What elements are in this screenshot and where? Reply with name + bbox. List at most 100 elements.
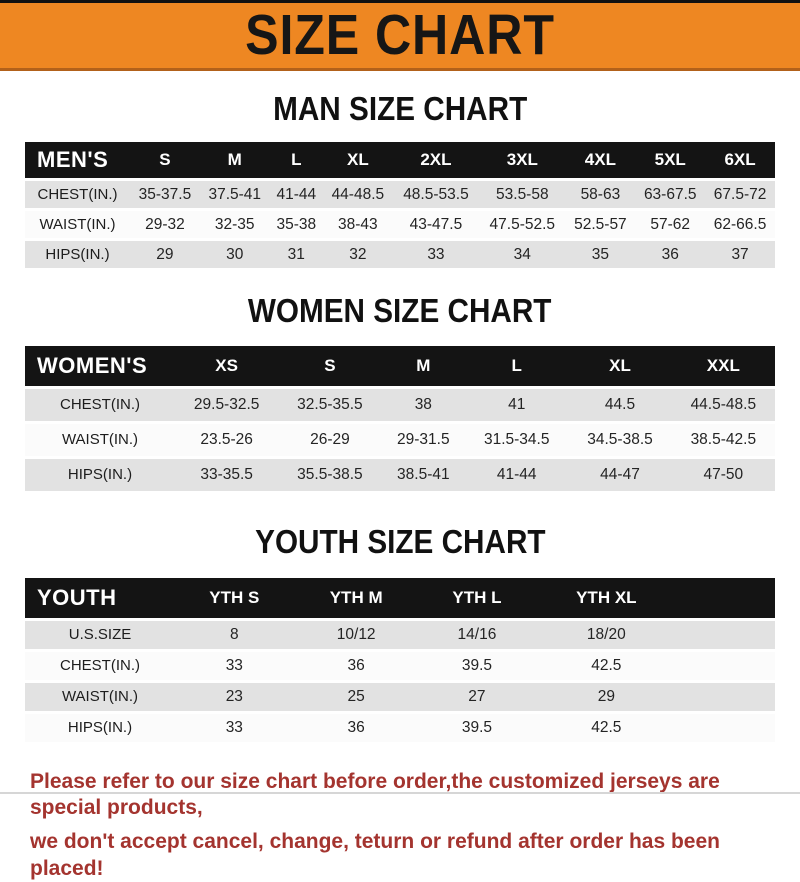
mens-cell-value: 36 <box>635 239 706 272</box>
womens-column-header: XXL <box>671 345 775 389</box>
womens-row-label: CHEST(IN.) <box>25 387 175 424</box>
mens-table-row: HIPS(IN.) 29 30 31 32 33 34 35 36 37 <box>25 239 775 272</box>
mens-cell-value: 38-43 <box>322 209 393 242</box>
youth-cell-value: 33 <box>175 712 294 745</box>
womens-cell-value: 29-31.5 <box>381 422 466 459</box>
youth-row-label: U.S.SIZE <box>25 619 175 652</box>
youth-cell-value: 25 <box>293 681 419 714</box>
mens-cell-value: 67.5-72 <box>705 179 775 212</box>
mens-column-header: S <box>130 142 200 182</box>
womens-row-label: HIPS(IN.) <box>25 457 175 494</box>
youth-column-header: YTH L <box>418 577 536 621</box>
youth-header-row: YOUTH YTH S YTH M YTH L YTH XL <box>25 577 775 621</box>
mens-column-header: 5XL <box>635 142 706 182</box>
mens-table-row: CHEST(IN.) 35-37.5 37.5-41 41-44 44-48.5 48.5… <box>25 179 775 212</box>
mens-cell-value: 32-35 <box>199 209 270 242</box>
womens-table-row: HIPS(IN.) 33-35.5 35.5-38.5 38.5-41 41-44 44-… <box>25 457 775 494</box>
youth-cell-value: 42.5 <box>535 650 678 683</box>
mens-cell-value: 52.5-57 <box>565 209 636 242</box>
womens-cell-value: 23.5-26 <box>175 422 279 459</box>
mens-cell-value: 47.5-52.5 <box>479 209 566 242</box>
mens-cell-value: 62-66.5 <box>705 209 775 242</box>
womens-cell-value: 38 <box>381 387 466 424</box>
womens-cell-value: 44-47 <box>568 457 672 494</box>
youth-cell-value: 8 <box>175 619 294 652</box>
mens-cell-value: 35 <box>565 239 636 272</box>
womens-column-header: L <box>465 345 569 389</box>
womens-cell-value: 35.5-38.5 <box>278 457 382 494</box>
womens-column-header: XL <box>568 345 672 389</box>
section-womens: WOMEN SIZE CHART WOMEN'S XS S M L XL XXL CHEST(I… <box>0 292 800 494</box>
mens-table-row: WAIST(IN.) 29-32 32-35 35-38 38-43 43-47.5 47.… <box>25 209 775 242</box>
mens-cell-value: 48.5-53.5 <box>392 179 480 212</box>
youth-cell-value: 36 <box>293 712 419 745</box>
mens-section-title: MAN SIZE CHART <box>0 90 800 127</box>
mens-column-header: L <box>269 142 323 182</box>
mens-cell-value: 33 <box>392 239 480 272</box>
youth-cell-spacer <box>677 712 775 745</box>
mens-cell-value: 43-47.5 <box>392 209 480 242</box>
youth-table-row: WAIST(IN.) 23 25 27 29 <box>25 681 775 714</box>
mens-cell-value: 35-37.5 <box>130 179 200 212</box>
youth-column-header: YTH M <box>293 577 419 621</box>
mens-cell-value: 30 <box>199 239 270 272</box>
mens-column-header: 6XL <box>705 142 775 182</box>
womens-cell-value: 38.5-41 <box>381 457 466 494</box>
mens-cell-value: 58-63 <box>565 179 636 212</box>
womens-column-header: XS <box>175 345 279 389</box>
youth-cell-value: 23 <box>175 681 294 714</box>
mens-cell-value: 34 <box>479 239 566 272</box>
page-title: SIZE CHART <box>245 3 555 67</box>
mens-cell-value: 35-38 <box>269 209 323 242</box>
womens-cell-value: 33-35.5 <box>175 457 279 494</box>
youth-table-row: U.S.SIZE 8 10/12 14/16 18/20 <box>25 619 775 652</box>
womens-row-label: WAIST(IN.) <box>25 422 175 459</box>
section-mens: MAN SIZE CHART MEN'S S M L XL 2XL 3XL 4XL 5XL 6XL C… <box>0 90 800 272</box>
womens-cell-value: 32.5-35.5 <box>278 387 382 424</box>
youth-cell-value: 27 <box>418 681 536 714</box>
mens-cell-value: 41-44 <box>269 179 323 212</box>
youth-cell-value: 36 <box>293 650 419 683</box>
youth-row-label: HIPS(IN.) <box>25 712 175 745</box>
section-youth: YOUTH SIZE CHART YOUTH YTH S YTH M YTH L YTH … <box>0 522 800 745</box>
youth-section-title: YOUTH SIZE CHART <box>0 522 800 560</box>
womens-cell-value: 31.5-34.5 <box>465 422 569 459</box>
womens-cell-value: 44.5-48.5 <box>671 387 775 424</box>
womens-header-row: WOMEN'S XS S M L XL XXL <box>25 345 775 389</box>
youth-cell-spacer <box>677 619 775 652</box>
youth-row-label: WAIST(IN.) <box>25 681 175 714</box>
youth-cell-value: 39.5 <box>418 712 536 745</box>
youth-section-title-text: YOUTH SIZE CHART <box>254 522 546 560</box>
youth-table-row: HIPS(IN.) 33 36 39.5 42.5 <box>25 712 775 745</box>
womens-column-header: M <box>381 345 466 389</box>
top-border-strip <box>0 0 800 3</box>
bottom-border-strip <box>0 792 800 794</box>
mens-cell-value: 53.5-58 <box>479 179 566 212</box>
mens-cell-value: 31 <box>269 239 323 272</box>
mens-row-label: WAIST(IN.) <box>25 209 130 242</box>
youth-column-header: YTH S <box>175 577 294 621</box>
mens-cell-value: 32 <box>322 239 393 272</box>
mens-section-title-text: MAN SIZE CHART <box>272 90 528 127</box>
mens-size-table: MEN'S S M L XL 2XL 3XL 4XL 5XL 6XL CHEST(IN.) 35-37… <box>25 142 775 272</box>
youth-cell-spacer <box>677 650 775 683</box>
mens-cell-value: 29 <box>130 239 200 272</box>
mens-header-row: MEN'S S M L XL 2XL 3XL 4XL 5XL 6XL <box>25 142 775 182</box>
womens-column-header: S <box>278 345 382 389</box>
youth-cell-value: 10/12 <box>293 619 419 652</box>
youth-row-label: CHEST(IN.) <box>25 650 175 683</box>
womens-table-row: WAIST(IN.) 23.5-26 26-29 29-31.5 31.5-34.5 34… <box>25 422 775 459</box>
womens-section-title: WOMEN SIZE CHART <box>0 292 800 329</box>
youth-column-header: YTH XL <box>535 577 678 621</box>
womens-cell-value: 38.5-42.5 <box>671 422 775 459</box>
disclaimer-line-1: Please refer to our size chart before or… <box>30 769 720 820</box>
womens-cell-value: 29.5-32.5 <box>175 387 279 424</box>
youth-cell-spacer <box>677 681 775 714</box>
mens-row-label: HIPS(IN.) <box>25 239 130 272</box>
mens-header-label: MEN'S <box>25 142 130 182</box>
womens-cell-value: 34.5-38.5 <box>568 422 672 459</box>
mens-cell-value: 29-32 <box>130 209 200 242</box>
womens-cell-value: 47-50 <box>671 457 775 494</box>
size-tables-container: MAN SIZE CHART MEN'S S M L XL 2XL 3XL 4XL 5XL 6XL C… <box>0 90 800 745</box>
youth-cell-value: 42.5 <box>535 712 678 745</box>
